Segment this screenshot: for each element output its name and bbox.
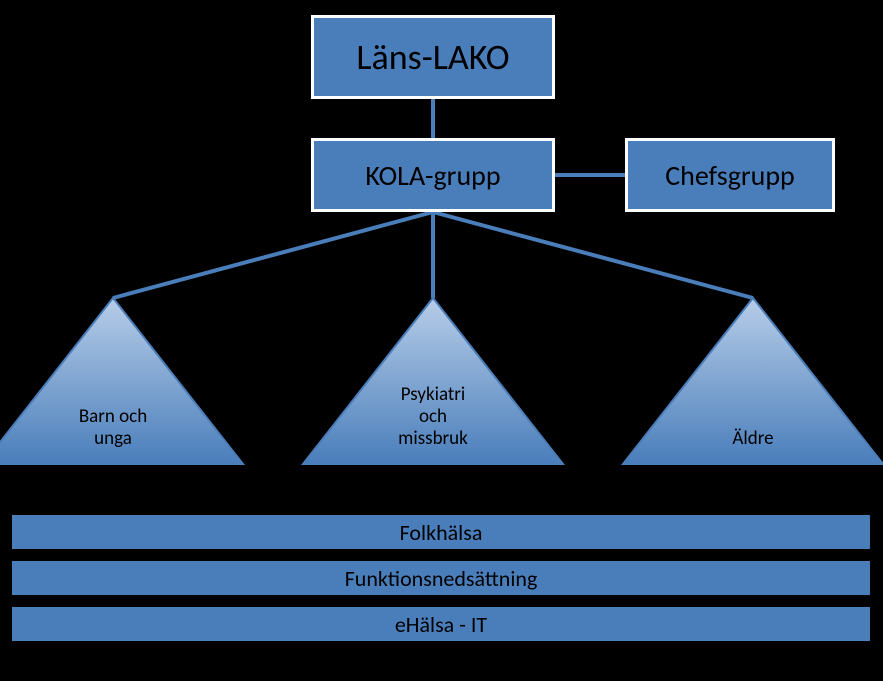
bar-folkhalsa-label: Folkhälsa (400, 519, 483, 546)
triangle-label-barn-och-unga: Barn ochunga (43, 406, 183, 450)
bar-funktionsnedsattning-label: Funktionsnedsättning (345, 565, 538, 592)
box-kola-grupp: KOLA-grupp (311, 138, 555, 212)
triangle-label-psykiatri-och-missbruk: Psykiatriochmissbruk (363, 384, 503, 450)
bar-folkhalsa: Folkhälsa (12, 515, 870, 549)
box-lans-lako-label: Läns-LAKO (356, 35, 509, 79)
box-kola-grupp-label: KOLA-grupp (365, 158, 500, 193)
bar-funktionsnedsattning: Funktionsnedsättning (12, 561, 870, 595)
box-chefsgrupp-label: Chefsgrupp (665, 158, 795, 193)
triangle-label-aldre: Äldre (683, 428, 823, 450)
box-lans-lako: Läns-LAKO (311, 15, 555, 99)
box-chefsgrupp: Chefsgrupp (625, 138, 835, 212)
bar-ehalsa-it: eHälsa - IT (12, 607, 870, 641)
bar-ehalsa-it-label: eHälsa - IT (395, 611, 487, 638)
